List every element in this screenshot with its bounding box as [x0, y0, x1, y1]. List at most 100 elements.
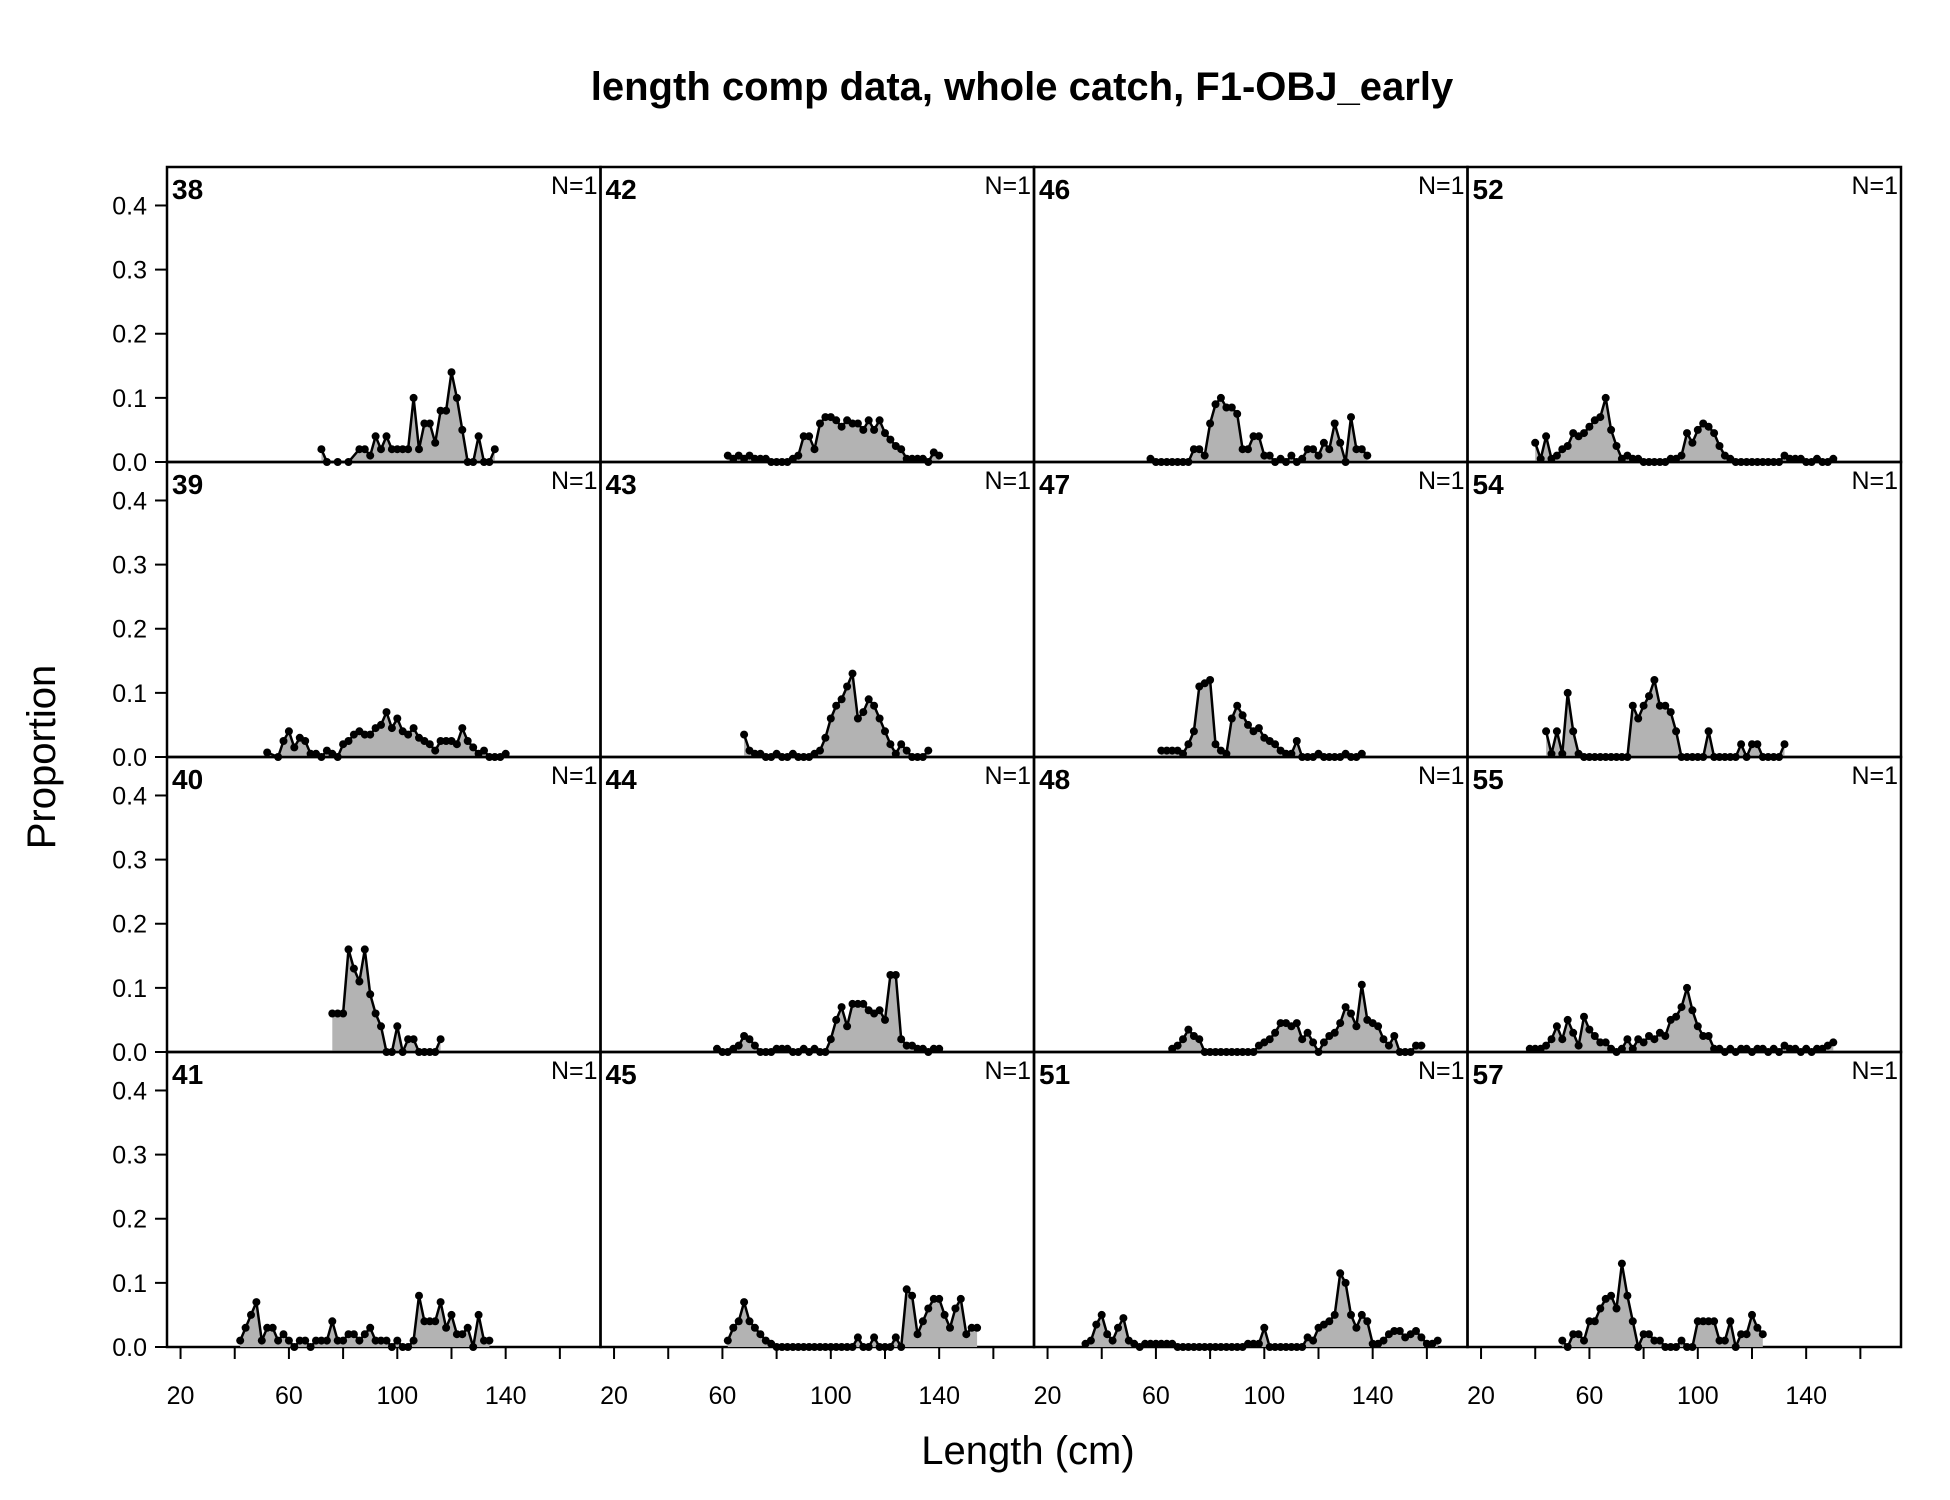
y-tick-label: 0.2 — [112, 616, 147, 644]
data-point — [1542, 432, 1551, 441]
data-point — [859, 425, 868, 434]
data-point — [956, 1294, 965, 1303]
data-point — [1704, 1032, 1713, 1040]
data-point — [290, 743, 299, 752]
data-point — [1628, 701, 1637, 710]
data-point — [1677, 1003, 1686, 1012]
data-point — [377, 1022, 385, 1031]
data-point — [1704, 727, 1713, 736]
data-point — [485, 1336, 494, 1345]
data-point — [382, 1336, 391, 1345]
data-point — [886, 740, 895, 749]
panel-40: 40 N=1 0.0 0.1 0.2 0.3 0.4 — [112, 755, 602, 1067]
data-point — [382, 708, 391, 717]
data-point — [1292, 737, 1301, 745]
data-point — [1330, 1028, 1339, 1037]
data-point — [1639, 1038, 1648, 1047]
data-point — [1271, 1028, 1280, 1037]
comp-area — [332, 949, 441, 1052]
panel-n-label: N=1 — [1851, 172, 1898, 200]
data-point — [1558, 1336, 1567, 1345]
data-point — [1254, 432, 1263, 441]
panel-38: 38 N=1 0.0 0.1 0.2 0.3 0.4 — [112, 165, 602, 477]
data-point — [870, 1333, 879, 1342]
data-point — [1585, 1025, 1594, 1034]
panel-n-label: N=1 — [984, 467, 1031, 495]
data-point — [1184, 1343, 1193, 1351]
data-point — [1737, 1330, 1746, 1339]
panel-n-label: N=1 — [1418, 467, 1465, 495]
data-point — [1347, 413, 1355, 422]
panel-year-label: 52 — [1473, 174, 1504, 205]
data-point — [1309, 1038, 1318, 1047]
data-point — [1715, 442, 1724, 450]
data-point — [1780, 740, 1789, 749]
data-point — [864, 416, 873, 425]
data-point — [1753, 740, 1762, 749]
data-point — [458, 1330, 467, 1339]
data-point — [1655, 1336, 1664, 1345]
data-point — [1617, 1259, 1626, 1268]
data-point — [1683, 983, 1691, 992]
data-point — [1661, 701, 1670, 710]
data-point — [745, 1035, 754, 1044]
data-point — [1672, 727, 1681, 736]
data-point — [1563, 442, 1572, 450]
data-point — [1742, 1330, 1751, 1339]
data-point — [1607, 425, 1616, 434]
data-point — [1363, 1317, 1372, 1326]
data-point — [1227, 403, 1236, 412]
data-point — [1390, 1327, 1399, 1335]
data-point — [1254, 1339, 1263, 1348]
data-point — [1650, 1336, 1659, 1345]
data-point — [1748, 1310, 1756, 1319]
data-point — [436, 737, 445, 745]
data-point — [1720, 1336, 1729, 1345]
data-point — [1347, 1009, 1355, 1018]
data-point — [290, 1343, 299, 1351]
comp-area — [240, 1295, 490, 1347]
data-point — [425, 740, 434, 749]
data-point — [1271, 1343, 1280, 1351]
data-point — [1612, 1304, 1621, 1313]
data-point — [431, 1317, 440, 1326]
panel-frame — [1032, 1050, 1469, 1349]
data-point — [1758, 1330, 1767, 1339]
data-point — [387, 1343, 396, 1351]
panel-year-label: 40 — [172, 764, 203, 795]
data-point — [1574, 1330, 1583, 1339]
data-point — [371, 432, 380, 441]
data-point — [853, 1333, 862, 1342]
data-point — [349, 964, 358, 973]
data-point — [853, 419, 862, 428]
data-point — [431, 746, 440, 755]
y-tick-label: 0.3 — [112, 1142, 147, 1170]
panel-n-label: N=1 — [1851, 1057, 1898, 1085]
data-point — [452, 740, 461, 749]
comp-area — [1172, 984, 1422, 1052]
data-point — [810, 1343, 819, 1351]
data-point — [750, 1041, 759, 1050]
x-tick-label: 60 — [709, 1382, 737, 1410]
data-point — [1357, 445, 1366, 454]
data-point — [1590, 1317, 1599, 1326]
panel-n-label: N=1 — [551, 467, 598, 495]
data-point — [344, 737, 353, 745]
data-point — [902, 1285, 911, 1294]
data-point — [1693, 425, 1702, 434]
data-point — [935, 451, 944, 460]
data-point — [973, 1323, 982, 1332]
data-point — [734, 1041, 743, 1050]
data-point — [1363, 451, 1372, 460]
panel-42: 42 N=1 — [599, 165, 1036, 466]
data-point — [848, 1343, 857, 1351]
panel-year-label: 55 — [1473, 764, 1504, 795]
data-point — [274, 1336, 283, 1345]
data-point — [881, 727, 889, 736]
data-point — [1330, 1310, 1339, 1319]
data-point — [729, 1323, 738, 1332]
x-tick-label: 20 — [167, 1382, 195, 1410]
comp-area — [1529, 987, 1834, 1052]
y-tick-label: 0.4 — [112, 1077, 147, 1105]
data-point — [864, 695, 873, 704]
